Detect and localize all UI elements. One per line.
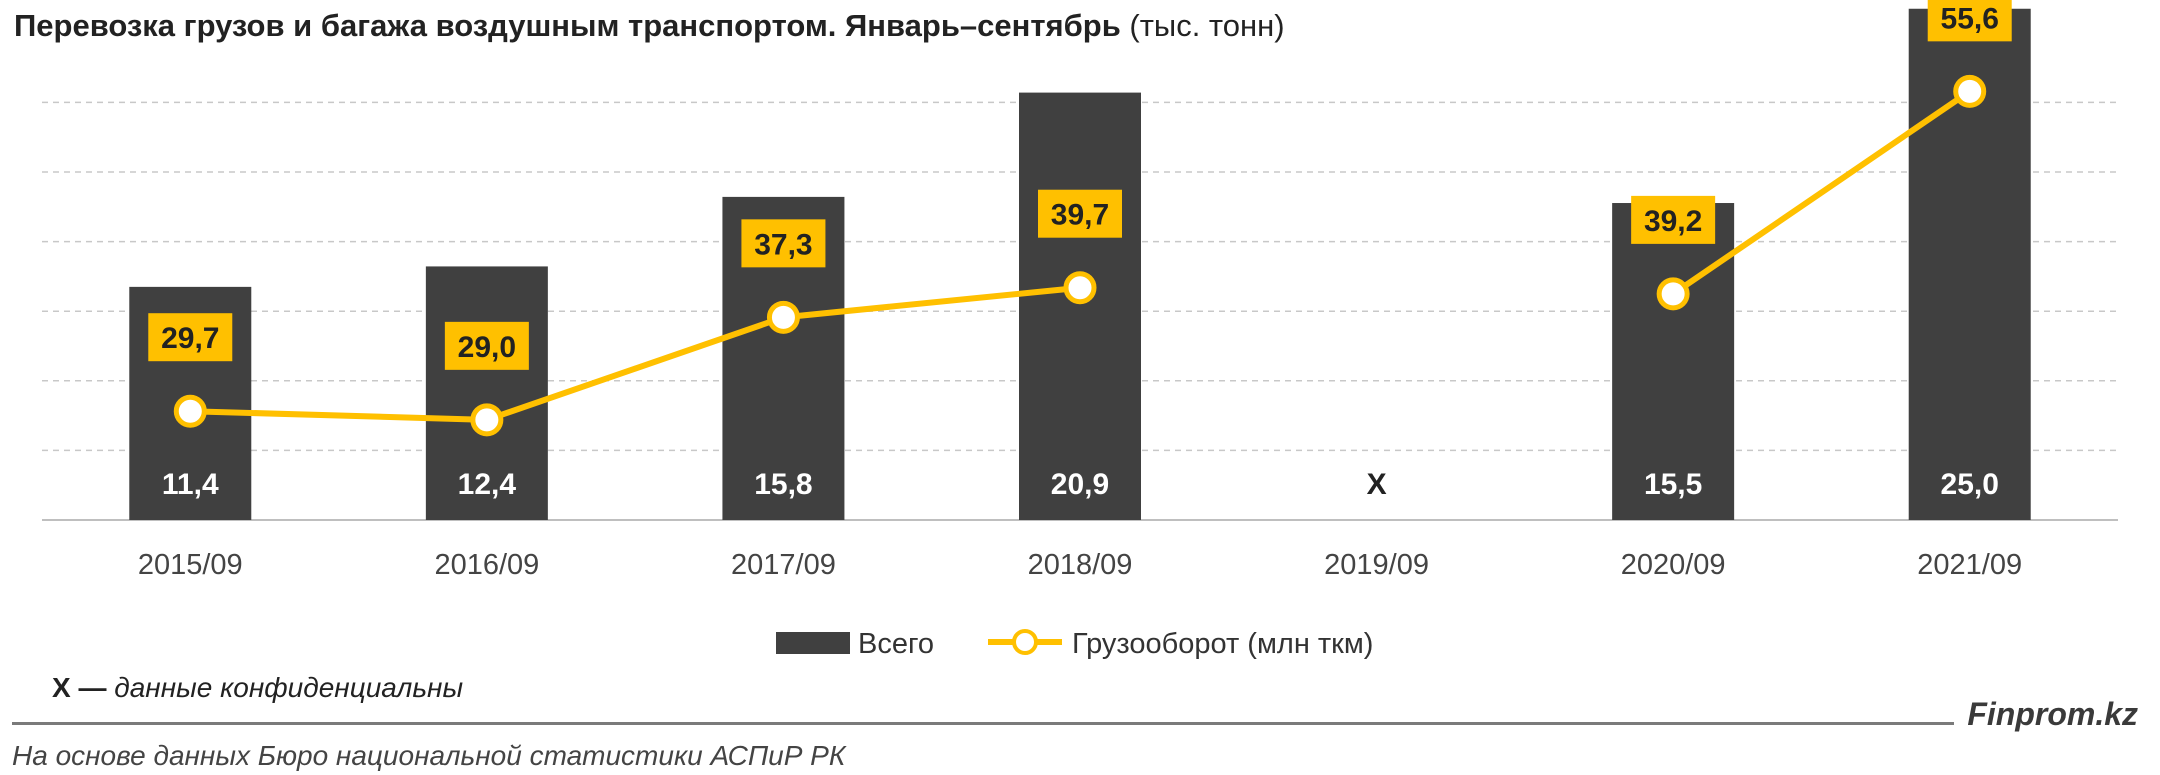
chart-canvas: 11,4 2015/09 12,4 2016/09 15,8 2017/09 20,9 201… bbox=[42, 0, 2118, 660]
note-text: данные конфиденциальны bbox=[114, 672, 464, 703]
x-tick-label: 2016/09 bbox=[434, 549, 539, 581]
line-point bbox=[173, 394, 207, 428]
legend-swatch-bar bbox=[776, 632, 850, 654]
footer-divider bbox=[12, 722, 1954, 725]
chart-title-main: Перевозка грузов и багажа воздушным тран… bbox=[14, 8, 1121, 43]
x-tick-label: 2019/09 bbox=[1324, 549, 1429, 581]
line-point bbox=[1063, 271, 1097, 305]
bar-value-label: 15,5 bbox=[1644, 468, 1702, 501]
note-marker: X — bbox=[52, 672, 107, 703]
source-note: На основе данных Бюро национальной стати… bbox=[12, 740, 846, 771]
x-tick-label: 2015/09 bbox=[138, 549, 243, 581]
line-series bbox=[1670, 88, 1973, 297]
line-value-label: 29,0 bbox=[458, 331, 516, 364]
bar-value-label: 25,0 bbox=[1941, 468, 1999, 501]
bar-value-label: 15,8 bbox=[754, 468, 812, 501]
line-value-box bbox=[148, 313, 233, 362]
line-value-label: 29,7 bbox=[161, 322, 219, 355]
bar-value-label: 11,4 bbox=[162, 468, 219, 501]
line-value-box bbox=[444, 321, 529, 370]
line-point bbox=[1656, 277, 1690, 311]
legend-label-bar: Всего bbox=[858, 628, 934, 660]
brand-logo-text: Finprom.kz bbox=[1967, 696, 2138, 732]
line-point bbox=[1953, 74, 1987, 108]
bar-value-label: 12,4 bbox=[458, 468, 517, 501]
line-value-label: 55,6 bbox=[1941, 2, 1999, 35]
x-tick-label: 2020/09 bbox=[1621, 549, 1726, 581]
line-value-box bbox=[741, 219, 826, 268]
line-value-label: 39,2 bbox=[1644, 205, 1702, 238]
bar bbox=[1019, 92, 1141, 520]
x-tick-label: 2021/09 bbox=[1917, 549, 2022, 581]
line-value-label: 37,3 bbox=[754, 228, 812, 261]
bar bbox=[1612, 203, 1735, 520]
line-value-label: 39,7 bbox=[1051, 199, 1109, 232]
bar-value-label: X bbox=[1367, 468, 1387, 501]
confidential-note: X — данные конфиденциальны bbox=[52, 672, 463, 704]
line-value-box bbox=[1927, 0, 2012, 42]
x-tick-label: 2017/09 bbox=[731, 549, 836, 581]
line-series bbox=[187, 284, 1083, 423]
chart-title-unit: (тыс. тонн) bbox=[1129, 8, 1285, 43]
line-value-box bbox=[1631, 195, 1716, 244]
legend-marker-line bbox=[1012, 629, 1038, 655]
line-point bbox=[470, 403, 504, 437]
bar bbox=[425, 266, 548, 520]
line-point bbox=[766, 300, 800, 334]
line-value-box bbox=[1038, 189, 1122, 238]
bar-value-label: 20,9 bbox=[1051, 468, 1109, 501]
x-tick-label: 2018/09 bbox=[1028, 549, 1133, 581]
legend-label-line: Грузооборот (млн ткм) bbox=[1072, 628, 1373, 660]
chart-title: Перевозка грузов и багажа воздушным тран… bbox=[14, 8, 1285, 44]
